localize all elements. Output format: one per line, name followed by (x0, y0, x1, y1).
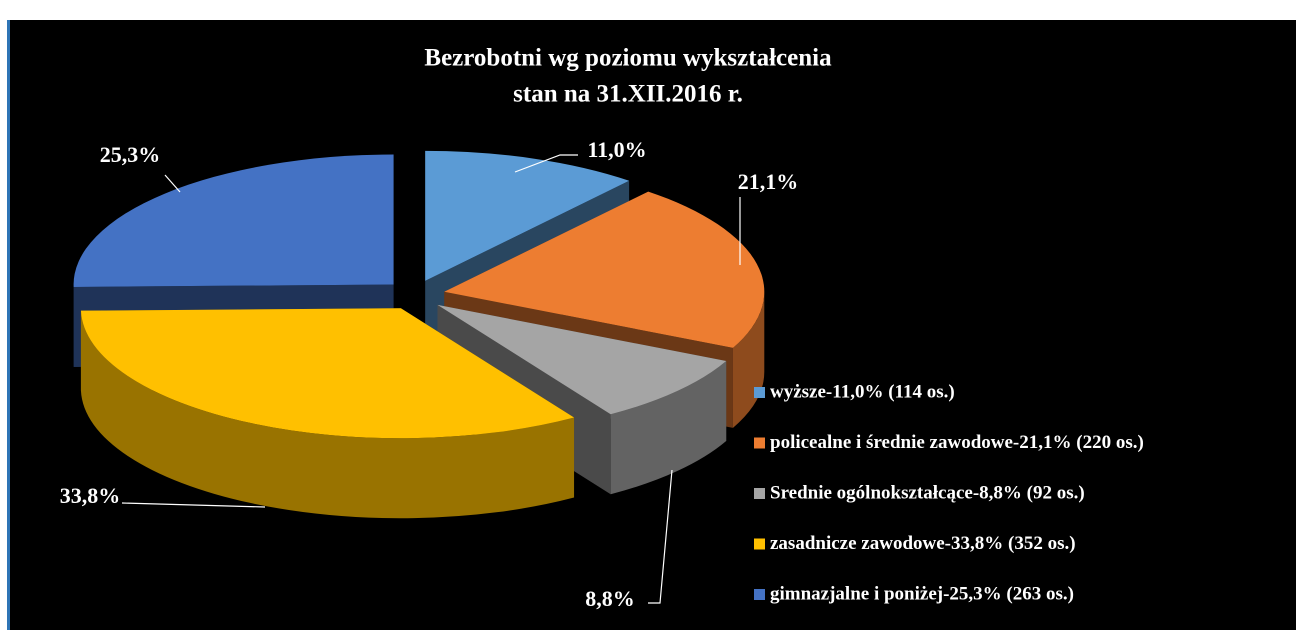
data-label: 33,8% (60, 483, 121, 508)
legend-label: gimnazjalne i poniżej-25,3% (263 os.) (770, 583, 1074, 604)
slice (425, 150, 630, 281)
legend-label: zasadnicze zawodowe-33,8% (352 os.) (770, 533, 1076, 554)
leader-line (164, 174, 181, 193)
legend-swatch (754, 589, 765, 600)
data-label: 25,3% (100, 142, 161, 167)
legend-swatch (754, 538, 765, 550)
legend-label: Srednie ogólnokształcące-8,8% (92 os.) (770, 482, 1085, 503)
slice (80, 308, 575, 439)
chart-title: Bezrobotni wg poziomu wykształcenia (424, 45, 832, 72)
left-border (7, 20, 10, 630)
legend-swatch (754, 488, 765, 499)
slice-wall (610, 361, 727, 495)
slice-wall (80, 310, 575, 519)
data-label: 8,8% (585, 586, 635, 611)
leader-line (121, 502, 266, 508)
slice (73, 154, 394, 287)
leader-line (514, 154, 578, 173)
data-label: 21,1% (738, 169, 799, 194)
data-label: 11,0% (587, 137, 646, 162)
legend-label: wyższe-11,0% (114 os.) (770, 381, 955, 402)
legend-swatch (754, 437, 765, 449)
slice (437, 304, 727, 415)
legend-swatch (754, 387, 765, 398)
chart-subtitle: stan na 31.XII.2016 r. (513, 81, 743, 108)
leader-line (648, 469, 673, 604)
slice (444, 191, 765, 348)
legend-label: policealne i średnie zawodowe-21,1% (220… (770, 432, 1144, 453)
